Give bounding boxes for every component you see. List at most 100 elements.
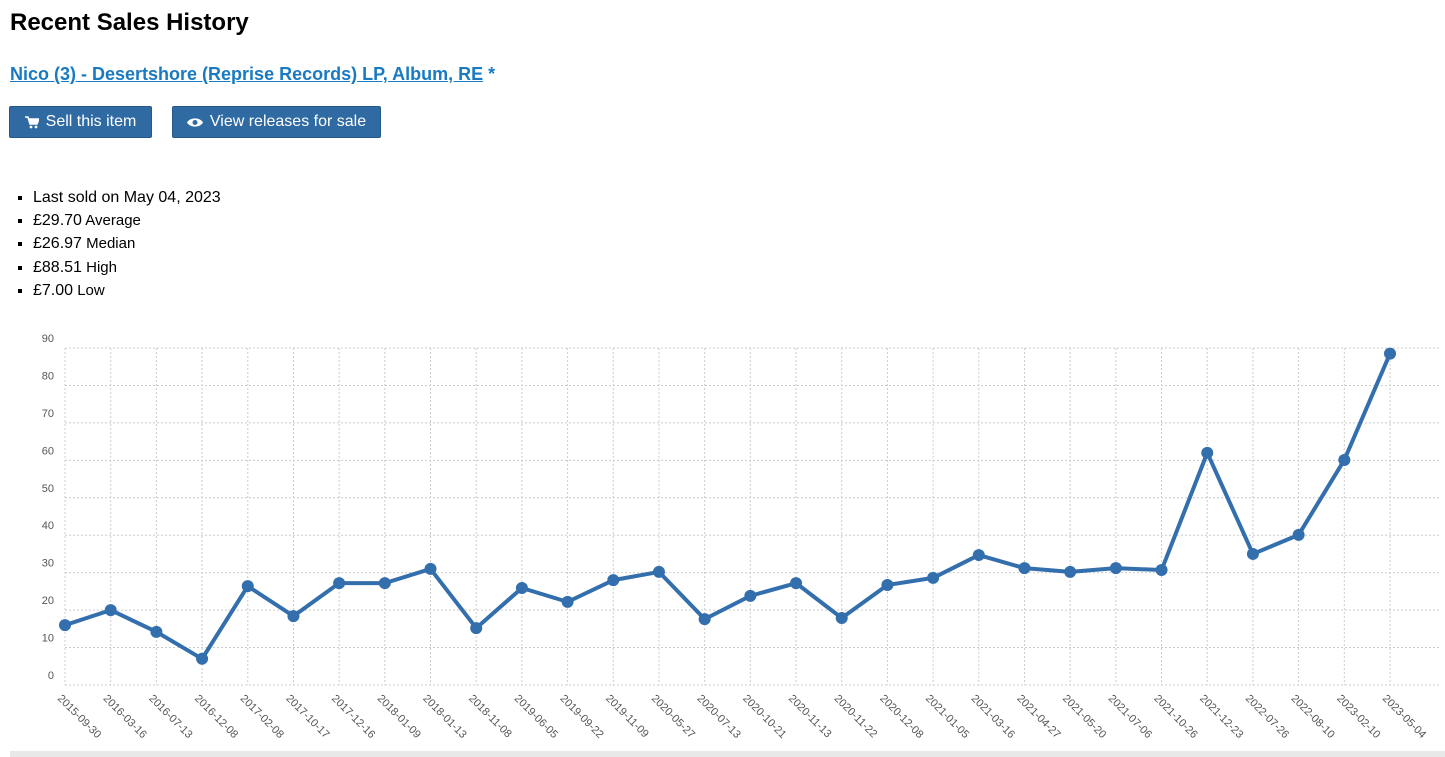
release-link[interactable]: Nico (3) - Desertshore (Reprise Records)… — [10, 64, 484, 84]
y-tick-label: 50 — [42, 483, 54, 495]
view-button[interactable]: View releases for sale — [172, 106, 381, 138]
x-tick-label: 2019-11-09 — [603, 693, 651, 741]
y-tick-label: 40 — [42, 520, 54, 532]
chart: 01020304050607080902015-09-302016-03-162… — [42, 333, 1440, 741]
sale-point — [333, 577, 346, 590]
stat-item: £26.97 Median — [33, 232, 221, 255]
x-tick-label: 2018-01-13 — [420, 693, 468, 741]
stat-value: £7.00 — [33, 281, 74, 299]
x-tick-label: 2018-11-08 — [466, 693, 514, 741]
x-tick-label: 2021-05-20 — [1060, 693, 1108, 741]
x-tick-label: 2021-07-06 — [1106, 693, 1154, 741]
sale-point — [927, 571, 940, 584]
x-tick-label: 2020-11-22 — [832, 693, 880, 741]
stat-label: Low — [77, 281, 105, 299]
x-tick-label: 2022-07-26 — [1243, 693, 1291, 741]
stat-item: Last sold on May 04, 2023 — [33, 186, 221, 209]
x-tick-label: 2016-07-13 — [146, 693, 194, 741]
y-tick-label: 90 — [42, 333, 54, 345]
x-tick-label: 2019-09-22 — [557, 693, 605, 741]
stat-value: £88.51 — [33, 258, 82, 276]
button-label: View releases for sale — [209, 113, 367, 130]
page-title: Recent Sales History — [10, 9, 249, 36]
sale-point — [424, 562, 437, 575]
x-tick-label: 2019-06-05 — [512, 693, 560, 741]
y-tick-label: 70 — [42, 408, 54, 420]
last-sold: Last sold on May 04, 2023 — [33, 189, 221, 206]
y-tick-label: 30 — [42, 558, 54, 570]
x-tick-label: 2020-10-21 — [740, 693, 788, 741]
stat-label: Median — [86, 235, 136, 253]
eye-icon — [186, 117, 203, 127]
stat-label: Average — [85, 212, 141, 230]
sale-point — [652, 565, 665, 578]
x-tick-label: 2020-07-13 — [695, 693, 743, 741]
x-tick-label: 2021-10-26 — [1151, 693, 1199, 741]
y-tick-label: 0 — [48, 670, 54, 682]
x-tick-label: 2016-12-08 — [192, 693, 240, 741]
sale-point — [790, 577, 803, 590]
x-tick-label: 2016-03-16 — [101, 693, 149, 741]
x-tick-label: 2023-02-10 — [1334, 693, 1382, 741]
sale-point — [972, 549, 985, 562]
cart-icon — [24, 115, 39, 128]
sale-point — [1338, 453, 1351, 466]
x-tick-label: 2020-12-08 — [877, 693, 925, 741]
stat-label: High — [86, 258, 117, 276]
sale-point — [607, 574, 620, 587]
sales-line — [64, 352, 1392, 661]
sale-point — [1384, 347, 1397, 360]
sale-point — [104, 604, 117, 617]
release-line: Nico (3) - Desertshore (Reprise Records)… — [10, 64, 495, 85]
sell-button[interactable]: Sell this item — [9, 106, 152, 138]
x-tick-label: 2021-03-16 — [969, 693, 1017, 741]
stats-list: Last sold on May 04, 2023 £29.70 Average… — [10, 186, 221, 302]
sale-point — [59, 619, 71, 632]
bottom-bar — [10, 751, 1445, 757]
sale-point — [1246, 547, 1259, 560]
sale-point — [241, 580, 254, 593]
x-tick-label: 2018-01-09 — [375, 693, 423, 741]
sale-point — [150, 625, 163, 638]
sale-point — [378, 577, 391, 590]
x-tick-label: 2022-08-10 — [1289, 693, 1337, 741]
sale-point — [470, 622, 483, 635]
y-tick-label: 10 — [42, 633, 54, 645]
sale-point — [1018, 562, 1031, 575]
sale-point — [744, 589, 757, 602]
release-marker: * — [488, 64, 496, 84]
stat-value: £29.70 — [33, 212, 82, 230]
sale-point — [1292, 528, 1305, 541]
x-tick-label: 2021-04-27 — [1014, 693, 1062, 741]
x-tick-label: 2021-01-05 — [923, 693, 971, 741]
button-label: Sell this item — [45, 113, 137, 130]
sale-point — [287, 610, 300, 623]
sale-point — [1155, 564, 1168, 577]
stat-item: £88.51 High — [33, 256, 221, 279]
x-tick-label: 2017-02-08 — [238, 693, 286, 741]
x-tick-label: 2020-05-27 — [649, 693, 697, 741]
x-tick-label: 2017-10-17 — [283, 693, 331, 741]
stat-item: £7.00 Low — [33, 279, 221, 302]
x-tick-label: 2017-12-16 — [329, 693, 377, 741]
sale-point — [835, 611, 848, 624]
sale-point — [1201, 446, 1214, 459]
x-tick-label: 2021-12-23 — [1197, 693, 1245, 741]
sale-point — [698, 613, 711, 626]
stat-item: £29.70 Average — [33, 209, 221, 232]
sale-point — [1064, 565, 1077, 578]
sale-point — [1109, 562, 1122, 575]
sale-point — [881, 579, 894, 592]
stat-value: £26.97 — [33, 235, 82, 253]
x-tick-label: 2015-09-30 — [55, 693, 103, 741]
x-tick-label: 2023-05-04 — [1380, 693, 1428, 741]
y-tick-label: 60 — [42, 445, 54, 457]
x-tick-label: 2020-11-13 — [786, 693, 834, 741]
sale-point — [196, 652, 209, 665]
y-tick-label: 80 — [42, 370, 54, 382]
sale-point — [561, 595, 574, 608]
sale-point — [515, 582, 528, 595]
y-tick-label: 20 — [42, 595, 54, 607]
